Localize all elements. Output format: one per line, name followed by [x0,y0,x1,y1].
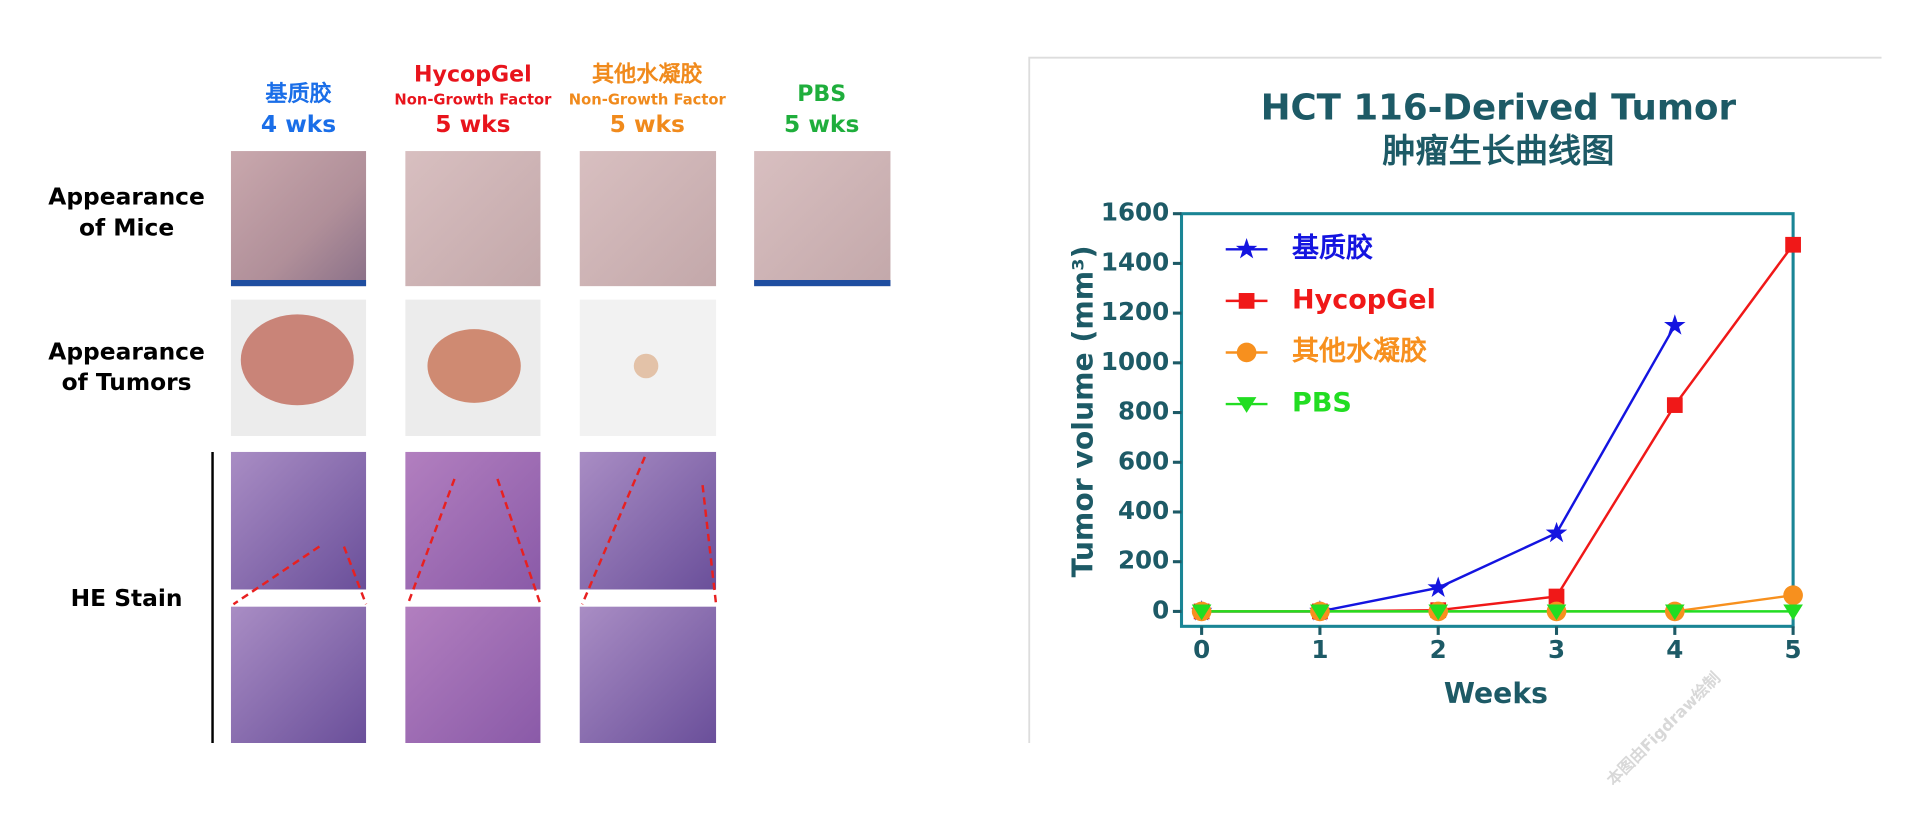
marker [1310,604,1330,621]
watermark: 本图由Figdraw绘制 [1603,668,1724,789]
marker [1191,604,1212,621]
column-weeks: 4 wks [261,110,336,138]
marker [1546,604,1567,621]
y-tick-label: 1400 [1101,247,1169,276]
y-tick-label: 0 [1152,595,1169,624]
y-tick-label: 400 [1118,496,1169,525]
plot-frame [1179,212,1795,628]
column-name: 基质胶 [265,81,331,107]
column-subtitle: Non-Growth Factor [394,92,552,109]
chart-border [1028,56,1882,743]
x-tick-label: 2 [1430,635,1447,664]
photo-edge [754,280,891,287]
tumor [633,353,659,379]
column-weeks: 5 wks [610,110,685,138]
marker [1783,604,1803,621]
x-tick-label: 5 [1785,635,1802,664]
x-tick-label: 4 [1666,635,1683,664]
legend-marker [1235,238,1258,259]
photo [405,606,541,743]
legend-label: 基质胶 [1292,232,1373,264]
column-subtitle: Non-Growth Factor [569,92,727,109]
x-tick-label: 3 [1548,635,1565,664]
row-label: HE Stain [71,584,183,612]
photo [754,151,891,287]
column-weeks: 5 wks [435,110,510,138]
marker [1545,521,1568,543]
marker [1785,236,1801,253]
legend-label: HycopGel [1292,284,1436,315]
marker [1548,588,1565,605]
marker [1428,604,1449,621]
series-line [1201,244,1795,613]
photo [230,151,367,287]
photo [579,606,717,743]
x-axis-label: Weeks [1444,677,1548,710]
legend-marker [1236,342,1257,363]
chart-subtitle: 肿瘤生长曲线图 [1382,131,1614,170]
y-axis-label: Tumor volume (mm³) [1066,245,1099,577]
photos [211,151,891,743]
y-tick-label: 1200 [1101,297,1169,326]
marker [1666,397,1683,413]
x-tick-label: 0 [1193,635,1210,664]
legend-label: PBS [1292,388,1352,419]
y-tick-label: 1600 [1101,198,1169,227]
marker [1427,576,1449,597]
tumor [427,329,521,403]
row-label: Appearance of Mice [48,182,205,241]
photo [230,606,367,743]
legend-marker [1238,293,1255,309]
photo-edge [230,280,367,287]
photo [579,451,717,590]
row-label: Appearance of Tumors [48,337,205,396]
marker [1664,314,1686,335]
y-tick-label: 1000 [1101,347,1169,376]
x-tick-label: 1 [1311,635,1328,664]
photo [579,151,717,287]
photo [405,151,541,287]
chart-title: HCT 116-Derived Tumor [1261,87,1737,128]
series-line [1201,324,1676,613]
column-weeks: 5 wks [784,110,859,138]
y-tick-label: 200 [1118,546,1169,575]
column-name: HycopGel [414,61,532,87]
photo [230,451,367,590]
y-tick-label: 800 [1118,397,1169,426]
marker [1664,604,1685,621]
legend-marker [1236,397,1257,413]
zoom-lines [232,456,718,606]
photo [405,451,541,590]
column-name: 其他水凝胶 [592,61,702,87]
legend-label: 其他水凝胶 [1292,335,1427,367]
column-name: PBS [797,81,846,107]
y-tick-label: 600 [1118,446,1169,475]
marker [1783,585,1803,606]
tumor [240,314,354,406]
